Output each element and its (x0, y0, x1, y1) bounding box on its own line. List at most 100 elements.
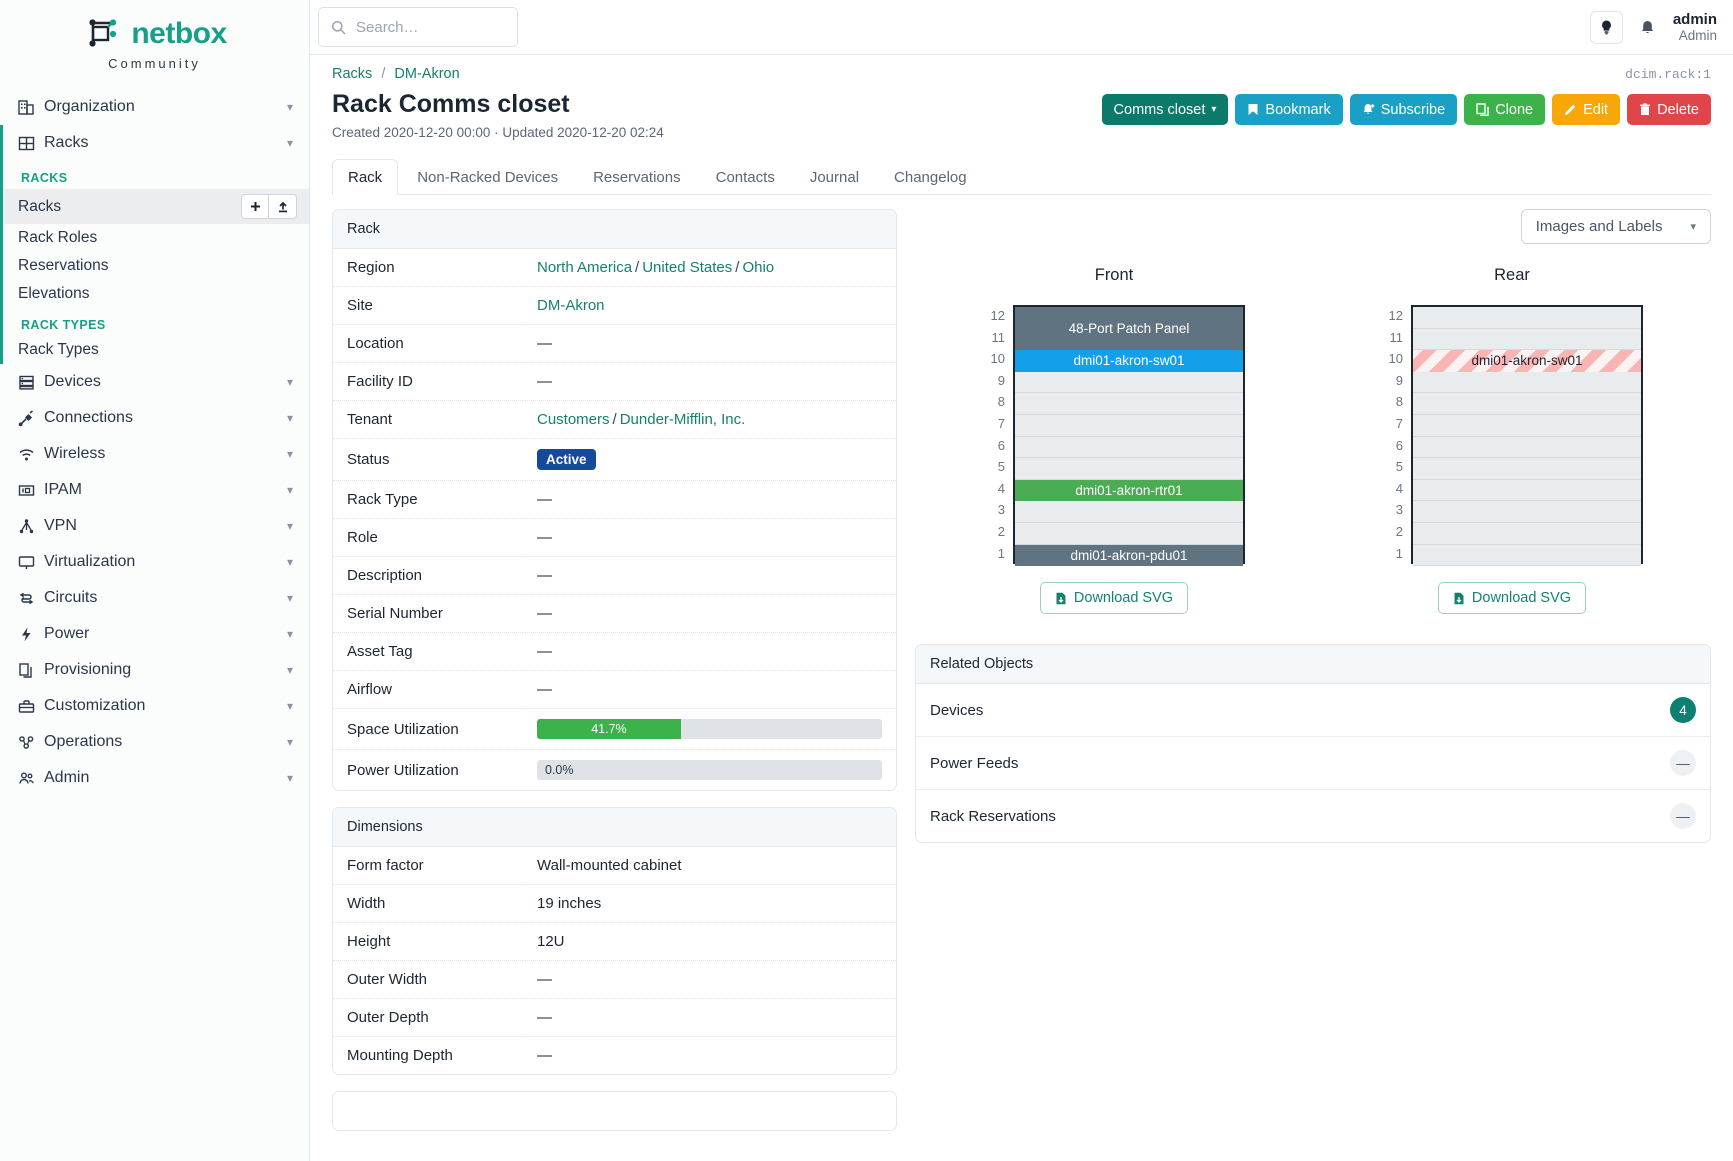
region-link-2[interactable]: United States (642, 259, 733, 276)
add-rack-button[interactable] (241, 194, 269, 219)
rack-unit-slot[interactable] (1413, 371, 1641, 394)
related-row-power-feeds[interactable]: Power Feeds — (916, 736, 1710, 789)
sidebar-group-power[interactable]: Power ▾ (0, 616, 309, 652)
elevation-mode-select[interactable]: Images and Labels ▾ (1520, 209, 1711, 244)
rack-unit-slot[interactable] (1413, 479, 1641, 502)
tab-reservations[interactable]: Reservations (593, 169, 681, 186)
search-input[interactable]: Search… (318, 7, 518, 47)
edit-button[interactable]: Edit (1552, 94, 1621, 125)
sidebar-item-rack-roles[interactable]: Rack Roles (3, 224, 309, 252)
rack-unit-slot[interactable] (1015, 436, 1243, 459)
breadcrumb-racks[interactable]: Racks (332, 66, 373, 82)
rack-unit-slot[interactable] (1015, 393, 1243, 415)
sidebar-group-label: Circuits (44, 589, 98, 606)
bookmark-button[interactable]: Bookmark (1235, 94, 1343, 125)
site-link[interactable]: DM-Akron (537, 297, 605, 314)
brand[interactable]: netbox Community (0, 0, 309, 77)
rack-unit-slot[interactable] (1413, 458, 1641, 480)
slash: / (635, 259, 640, 276)
sidebar-group-racks[interactable]: Racks ▾ (0, 125, 309, 161)
rack-device[interactable]: 48-Port Patch Panel (1015, 307, 1243, 351)
comms-closet-dropdown[interactable]: Comms closet ▾ (1101, 94, 1229, 125)
sidebar-item-elevations[interactable]: Elevations (3, 280, 309, 308)
sidebar-group-customization[interactable]: Customization ▾ (0, 688, 309, 724)
sidebar-item-rack-types[interactable]: Rack Types (3, 336, 309, 364)
sidebar-group-operations[interactable]: Operations ▾ (0, 724, 309, 760)
rack-unit-slot[interactable] (1015, 458, 1243, 480)
rack-unit-slot[interactable] (1015, 414, 1243, 437)
circuits-icon (18, 590, 44, 607)
rack-device[interactable]: dmi01-akron-sw01 (1413, 350, 1641, 372)
rack-unit-slot[interactable] (1413, 393, 1641, 415)
tab-contacts[interactable]: Contacts (715, 169, 775, 186)
sidebar-group-virtualization[interactable]: Virtualization ▾ (0, 544, 309, 580)
chevron-down-icon: ▾ (286, 483, 293, 497)
sidebar-group-label: Devices (44, 373, 101, 390)
subscribe-button[interactable]: Subscribe (1349, 94, 1458, 125)
sidebar-item-racks[interactable]: Racks (3, 189, 309, 224)
monitor-icon (18, 554, 44, 571)
tenant-group-link[interactable]: Customers (537, 411, 610, 428)
rack-unit-slot[interactable] (1413, 414, 1641, 437)
sidebar-group-label: Customization (44, 697, 146, 714)
sidebar-group-provisioning[interactable]: Provisioning ▾ (0, 652, 309, 688)
user-menu[interactable]: admin Admin (1673, 11, 1717, 44)
file-download-icon (1055, 592, 1067, 605)
sidebar-group-circuits[interactable]: Circuits ▾ (0, 580, 309, 616)
download-svg-front-button[interactable]: Download SVG (1039, 582, 1189, 615)
region-link-3[interactable]: Ohio (742, 259, 775, 276)
rack-unit-slot[interactable] (1015, 371, 1243, 394)
sidebar-item-reservations[interactable]: Reservations (3, 252, 309, 280)
import-racks-button[interactable] (269, 194, 297, 219)
rack-device[interactable]: dmi01-akron-rtr01 (1015, 479, 1243, 502)
tab-rack[interactable]: Rack (332, 159, 399, 195)
sidebar-group-wireless[interactable]: Wireless ▾ (0, 436, 309, 472)
rack-unit-slot[interactable] (1413, 436, 1641, 459)
front-rack-frame[interactable]: 48-Port Patch Panel dmi01-akron-sw01 dmi01… (1013, 305, 1245, 567)
sidebar-group-connections[interactable]: Connections ▾ (0, 400, 309, 436)
sidebar-group-admin[interactable]: Admin ▾ (0, 760, 309, 796)
rack-unit-slot[interactable] (1413, 328, 1641, 351)
unit-label: 3 (1395, 502, 1403, 518)
tenant-link[interactable]: Dunder-Mifflin, Inc. (619, 411, 746, 428)
sidebar-group-ipam[interactable]: IPAM ▾ (0, 472, 309, 508)
rear-rack-frame[interactable]: dmi01-akron-sw01 (1411, 305, 1643, 567)
rack-unit-slot[interactable] (1015, 522, 1243, 545)
download-svg-rear-button[interactable]: Download SVG (1437, 582, 1587, 615)
space-utilization-fill (537, 719, 681, 739)
rack-unit-slot[interactable] (1413, 307, 1641, 329)
related-row-rack-reservations[interactable]: Rack Reservations — (916, 789, 1710, 842)
sidebar-group-vpn[interactable]: VPN ▾ (0, 508, 309, 544)
space-utilization-bar: 41.7% (537, 719, 882, 739)
rack-device[interactable]: dmi01-akron-pdu01 (1015, 544, 1243, 567)
sidebar-group-label: Power (44, 625, 90, 642)
delete-button[interactable]: Delete (1627, 94, 1711, 125)
rack-unit-slot[interactable] (1413, 522, 1641, 545)
pencil-icon (1564, 103, 1577, 116)
tab-changelog[interactable]: Changelog (894, 169, 967, 186)
row-value: — (523, 594, 896, 633)
sidebar-group-organization[interactable]: Organization ▾ (0, 89, 309, 125)
clone-button[interactable]: Clone (1464, 94, 1546, 125)
region-link-1[interactable]: North America (537, 259, 633, 276)
comms-closet-label: Comms closet (1113, 101, 1206, 118)
download-svg-front-label: Download SVG (1073, 590, 1174, 607)
rack-unit-slot[interactable] (1413, 501, 1641, 523)
rack-card-title: Rack (333, 210, 896, 249)
lightbulb-icon[interactable] (1589, 10, 1623, 44)
breadcrumb-site[interactable]: DM-Akron (394, 66, 460, 82)
rack-device[interactable]: dmi01-akron-sw01 (1015, 350, 1243, 372)
sidebar-group-devices[interactable]: Devices ▾ (0, 364, 309, 400)
top-bar: Search… admin Admin (310, 0, 1733, 55)
unit-label: 2 (997, 523, 1005, 539)
row-value: — (523, 998, 896, 1037)
unit-label: 8 (1395, 394, 1403, 410)
rack-unit-slot[interactable] (1413, 544, 1641, 567)
row-value: — (523, 670, 896, 709)
tab-journal[interactable]: Journal (809, 169, 860, 186)
breadcrumb-separator: / (381, 66, 386, 82)
related-row-devices[interactable]: Devices 4 (916, 684, 1710, 736)
tab-non-racked-devices[interactable]: Non-Racked Devices (417, 169, 559, 186)
rack-unit-slot[interactable] (1015, 501, 1243, 523)
bell-icon[interactable] (1633, 12, 1663, 42)
